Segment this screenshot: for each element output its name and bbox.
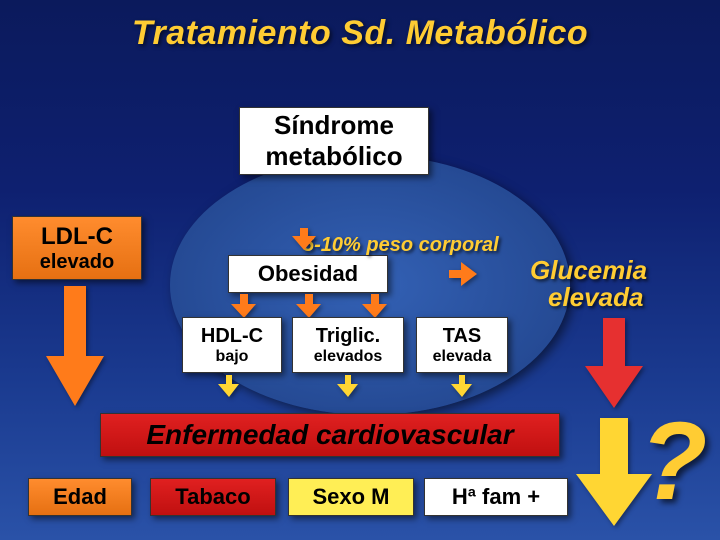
hdl-line2: bajo (216, 348, 249, 366)
hfam-text: Hª fam + (452, 484, 540, 510)
arrow-down-icon (362, 294, 388, 318)
edad-text: Edad (53, 484, 107, 510)
trig-line2: elevados (314, 348, 382, 366)
arrow-down-big-icon (46, 286, 104, 406)
glucemia-line1: Glucemia (530, 257, 647, 284)
weight-note: 5-10% peso corporal (303, 234, 499, 257)
ldl-line2: elevado (40, 251, 114, 274)
arrow-down-big-icon (585, 318, 643, 408)
arrow-down-icon (218, 375, 240, 397)
cv-text: Enfermedad cardiovascular (146, 419, 513, 451)
tabaco-text: Tabaco (175, 484, 250, 510)
arrow-down-icon (451, 375, 473, 397)
syndrome-line2: metabólico (265, 141, 402, 172)
trig-line1: Triglic. (316, 325, 380, 348)
tas-box: TAS elevada (416, 317, 508, 373)
arrow-down-icon (337, 375, 359, 397)
hdl-line1: HDL-C (201, 325, 263, 348)
tabaco-box: Tabaco (150, 478, 276, 516)
glucemia-line2: elevada (530, 284, 647, 311)
slide-title: Tratamiento Sd. Metabólico (0, 14, 720, 53)
ldl-line1: LDL-C (41, 223, 113, 251)
sexo-box: Sexo M (288, 478, 414, 516)
cv-band: Enfermedad cardiovascular (100, 413, 560, 457)
title-text: Tratamiento Sd. Metabólico (132, 14, 588, 52)
arrow-down-icon (231, 294, 257, 318)
edad-box: Edad (28, 478, 132, 516)
ldl-box: LDL-C elevado (12, 216, 142, 280)
sexo-text: Sexo M (312, 484, 389, 510)
qmark-text: ? (640, 400, 707, 523)
arrow-right-icon (449, 262, 477, 286)
arrow-down-icon (296, 294, 322, 318)
syndrome-line1: Síndrome (274, 110, 394, 141)
obesidad-text: Obesidad (258, 261, 358, 287)
hfam-box: Hª fam + (424, 478, 568, 516)
weight-note-text: 5-10% peso corporal (303, 234, 499, 256)
trig-box: Triglic. elevados (292, 317, 404, 373)
obesidad-box: Obesidad (228, 255, 388, 293)
arrow-down-icon (292, 228, 316, 250)
hdl-box: HDL-C bajo (182, 317, 282, 373)
syndrome-box: Síndrome metabólico (239, 107, 429, 175)
tas-line1: TAS (443, 325, 482, 348)
glucemia-label: Glucemia elevada (530, 257, 647, 312)
question-mark: ? (640, 398, 707, 525)
tas-line2: elevada (433, 348, 492, 366)
